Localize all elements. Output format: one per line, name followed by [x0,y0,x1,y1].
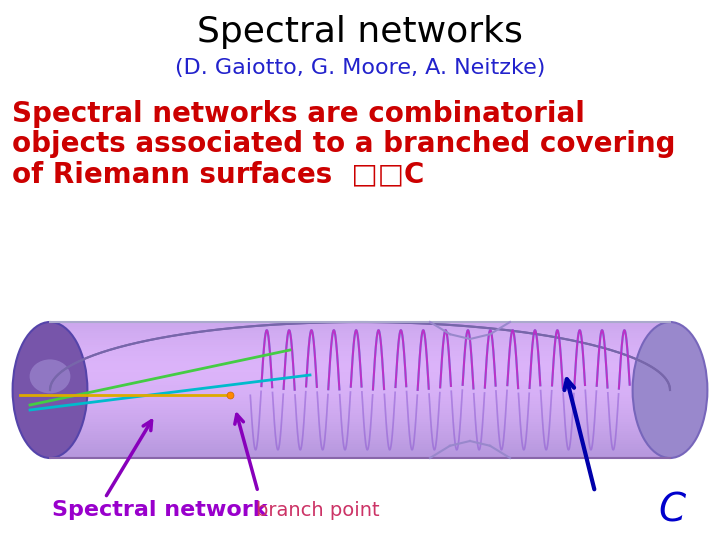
Bar [50,420,670,422]
Text: Spectral networks are combinatorial: Spectral networks are combinatorial [12,100,585,128]
Bar [50,356,670,358]
Bar [50,426,670,429]
Bar [50,367,670,369]
Bar [50,429,670,431]
Bar [50,410,670,413]
Bar [50,381,670,383]
Bar [50,454,670,456]
Bar [50,333,670,335]
Text: C: C [658,491,685,529]
Bar [50,444,670,447]
Bar [50,352,670,354]
Ellipse shape [633,322,708,458]
Text: (D. Gaiotto, G. Moore, A. Neitzke): (D. Gaiotto, G. Moore, A. Neitzke) [175,58,545,78]
Bar [50,403,670,406]
Bar [50,354,670,356]
Bar [50,338,670,340]
Bar [50,399,670,401]
Bar [50,383,670,386]
Bar [50,358,670,361]
Bar [50,390,670,392]
Text: Spectral networks: Spectral networks [197,15,523,49]
Bar [50,401,670,403]
Bar [50,388,670,390]
Bar [50,347,670,349]
Bar [50,372,670,374]
Bar [50,361,670,363]
Bar [50,424,670,426]
Bar [50,335,670,338]
Bar [50,415,670,417]
Bar [50,449,670,451]
Bar [50,456,670,458]
Ellipse shape [30,360,71,394]
Bar [50,327,670,329]
Bar [50,437,670,440]
Bar [50,345,670,347]
Text: objects associated to a branched covering: objects associated to a branched coverin… [12,130,675,158]
Bar [50,440,670,442]
Ellipse shape [12,322,87,458]
Bar [50,406,670,408]
Bar [50,331,670,333]
Bar [50,329,670,331]
Bar [50,349,670,352]
Bar [50,379,670,381]
Bar [50,422,670,424]
Bar [50,340,670,342]
Bar [50,413,670,415]
Bar [50,442,670,444]
Bar [50,397,670,399]
Bar [50,392,670,395]
Text: branch point: branch point [256,501,380,519]
Bar [50,395,670,397]
Bar [50,435,670,437]
Bar [50,324,670,327]
Text: Spectral network: Spectral network [52,500,268,520]
Bar [50,376,670,379]
Bar [50,417,670,420]
Bar [50,365,670,367]
Bar [50,408,670,410]
Bar [50,342,670,345]
Text: of Riemann surfaces  □□C: of Riemann surfaces □□C [12,160,424,188]
Bar [50,322,670,324]
Bar [50,374,670,376]
Bar [50,431,670,433]
Bar [50,433,670,435]
Bar [50,369,670,372]
Bar [50,363,670,365]
Bar [50,386,670,388]
Bar [50,451,670,454]
Bar [50,447,670,449]
